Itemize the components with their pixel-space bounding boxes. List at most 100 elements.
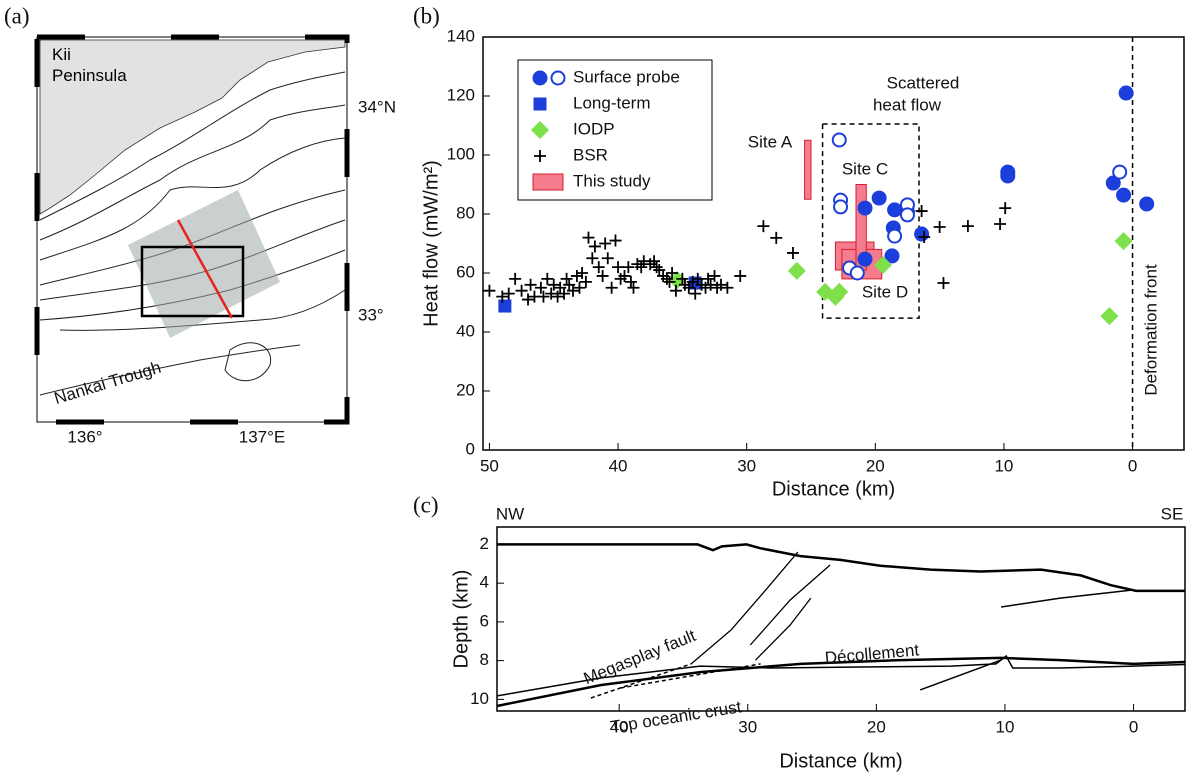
- point: [534, 281, 547, 294]
- legend-marker: [533, 97, 547, 111]
- point: [1100, 307, 1119, 326]
- point: [550, 70, 566, 86]
- point: [579, 275, 592, 288]
- point: [599, 237, 612, 250]
- x-axis-title: Distance (km): [772, 478, 895, 500]
- point: [937, 277, 950, 290]
- x-tick-label: 30: [737, 456, 756, 475]
- point: [648, 255, 661, 268]
- plot-frame: [496, 526, 1186, 712]
- section-line: [497, 543, 1185, 593]
- point: [704, 278, 717, 291]
- point: [592, 261, 605, 274]
- point: [545, 287, 558, 300]
- point: [786, 246, 799, 259]
- x-tick-label: 20: [866, 456, 885, 475]
- point: [618, 269, 631, 282]
- point: [502, 287, 515, 300]
- point: [871, 190, 887, 206]
- x-tick-label: 0: [1128, 456, 1137, 475]
- point: [770, 231, 783, 244]
- point: [857, 251, 873, 267]
- point: [663, 275, 676, 288]
- site-label: Site C: [842, 159, 888, 178]
- legend-label: Long-term: [573, 93, 650, 112]
- point: [609, 234, 622, 247]
- point: [537, 290, 550, 303]
- annotation: Top oceanic crust: [609, 697, 743, 737]
- point: [524, 278, 537, 291]
- legend-marker: [532, 173, 564, 191]
- point: [541, 272, 554, 285]
- y-axis-title: Heat flow (mW/m²): [420, 160, 442, 327]
- point: [605, 281, 618, 294]
- point: [884, 248, 900, 264]
- point: [961, 220, 974, 233]
- point: [635, 261, 648, 274]
- point: [714, 278, 727, 291]
- point: [496, 290, 509, 303]
- section-line: [620, 663, 761, 689]
- x-tick-label: 30: [738, 717, 757, 736]
- panel-label: (a): [4, 3, 30, 28]
- point: [887, 202, 903, 218]
- map-border: [34, 34, 350, 425]
- point: [830, 282, 849, 301]
- panel-label: (c): [413, 492, 439, 517]
- y-tick-label: 60: [456, 262, 475, 281]
- point: [918, 231, 931, 244]
- point: [596, 269, 609, 282]
- x-tick-label: 40: [609, 456, 628, 475]
- y-tick-label: 6: [480, 611, 489, 630]
- y-tick-label: 8: [480, 650, 489, 669]
- legend-label: IODP: [573, 119, 615, 138]
- point: [650, 261, 663, 274]
- annotation: Décollement: [824, 640, 920, 667]
- point: [833, 199, 849, 215]
- section-line: [496, 654, 1186, 697]
- lon-label: 136°: [67, 427, 102, 446]
- y-tick-label: 10: [470, 689, 489, 708]
- point: [1112, 164, 1128, 180]
- point: [586, 252, 599, 265]
- y-axis-title: Depth (km): [450, 570, 472, 669]
- point: [582, 231, 595, 244]
- y-tick-label: 20: [456, 380, 475, 399]
- lat-label: 33°: [358, 305, 384, 324]
- section-line: [919, 659, 1002, 691]
- legend-label: This study: [573, 171, 651, 190]
- point: [627, 281, 640, 294]
- point: [669, 284, 682, 297]
- point: [576, 267, 589, 279]
- section-line: [496, 656, 1186, 708]
- point: [887, 228, 903, 244]
- point: [1139, 196, 1155, 212]
- point: [994, 218, 1007, 231]
- region-label: Kii Peninsula: [52, 45, 127, 85]
- point: [708, 269, 721, 282]
- profile-line: [176, 219, 234, 319]
- y-tick-label: 80: [456, 203, 475, 222]
- point: [483, 284, 496, 297]
- x-tick-label: 50: [480, 456, 499, 475]
- legend-marker: [532, 70, 548, 86]
- point: [560, 272, 573, 285]
- section-line: [590, 663, 692, 699]
- point: [601, 252, 614, 265]
- point: [1116, 187, 1132, 203]
- legend-marker: [531, 121, 549, 139]
- point: [498, 299, 512, 313]
- y-tick-label: 40: [456, 321, 475, 340]
- x-tick-label: 0: [1129, 717, 1138, 736]
- point: [570, 269, 583, 282]
- point: [857, 200, 873, 216]
- front-label: Deformation front: [1141, 264, 1160, 396]
- point: [666, 267, 679, 279]
- land: [39, 39, 346, 215]
- legend-label: BSR: [573, 145, 608, 164]
- point: [509, 272, 522, 285]
- se-label: SE: [1161, 504, 1184, 523]
- point: [676, 272, 689, 285]
- point: [874, 256, 893, 275]
- point: [612, 261, 625, 274]
